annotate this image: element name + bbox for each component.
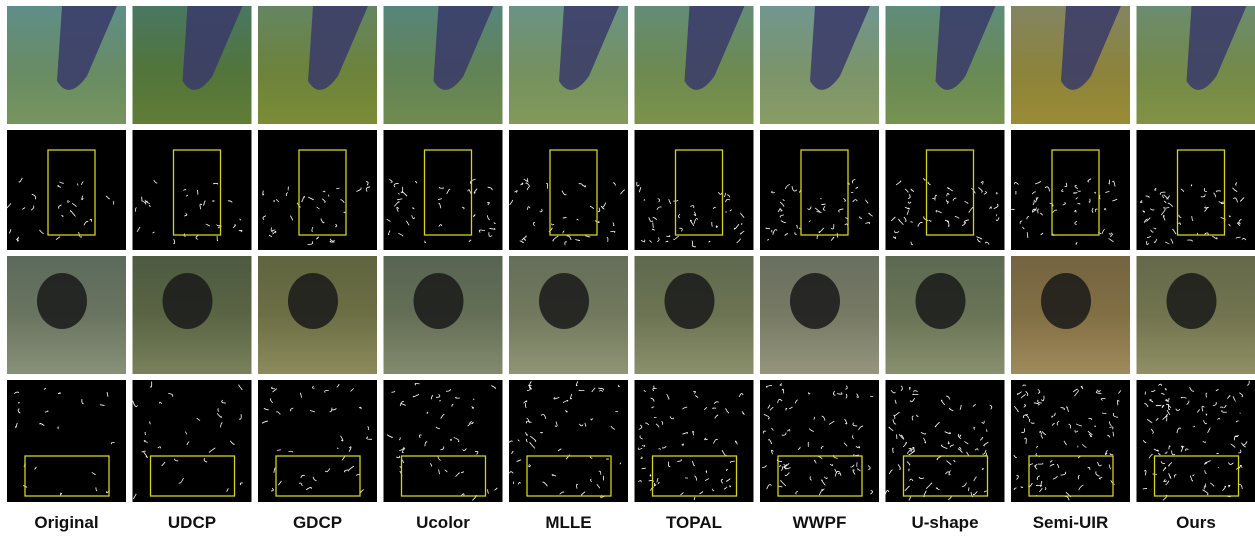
cave-shape (414, 273, 464, 329)
edge-line (274, 200, 275, 202)
edge-line (653, 223, 654, 228)
edge-line (18, 402, 19, 403)
edge-map (886, 130, 1005, 250)
edge-map (635, 130, 754, 250)
edge-map (1011, 130, 1130, 250)
cave-shape (790, 273, 840, 329)
cave-shape (1167, 273, 1217, 329)
cave-shape (163, 273, 213, 329)
page: Original UDCP GDCP Ucolor MLLE TOPAL WWPF U-sha… (0, 0, 1255, 536)
column-label: Semi-UIR (1033, 513, 1109, 532)
edge-map (384, 130, 503, 250)
column-label: MLLE (545, 513, 591, 532)
edge-line (650, 475, 651, 477)
column-label: U-shape (911, 513, 978, 532)
column-label: WWPF (793, 513, 847, 532)
cave-shape (665, 273, 715, 329)
column-label: GDCP (293, 513, 342, 532)
cave-shape (288, 273, 338, 329)
cave-shape (916, 273, 966, 329)
edge-map (133, 130, 252, 250)
column-label: TOPAL (666, 513, 722, 532)
figure: Original UDCP GDCP Ucolor MLLE TOPAL WWPF U-sha… (0, 0, 1255, 536)
edge-line (821, 204, 825, 205)
column-label: UDCP (168, 513, 216, 532)
cave-shape (37, 273, 87, 329)
edge-map (7, 130, 126, 250)
edge-line (1156, 405, 1161, 406)
cave-shape (1041, 273, 1091, 329)
edge-line (1021, 487, 1023, 488)
column-label: Original (34, 513, 98, 532)
edge-line (1074, 192, 1078, 193)
cave-shape (539, 273, 589, 329)
column-label: Ours (1176, 513, 1216, 532)
column-label: Ucolor (416, 513, 470, 532)
